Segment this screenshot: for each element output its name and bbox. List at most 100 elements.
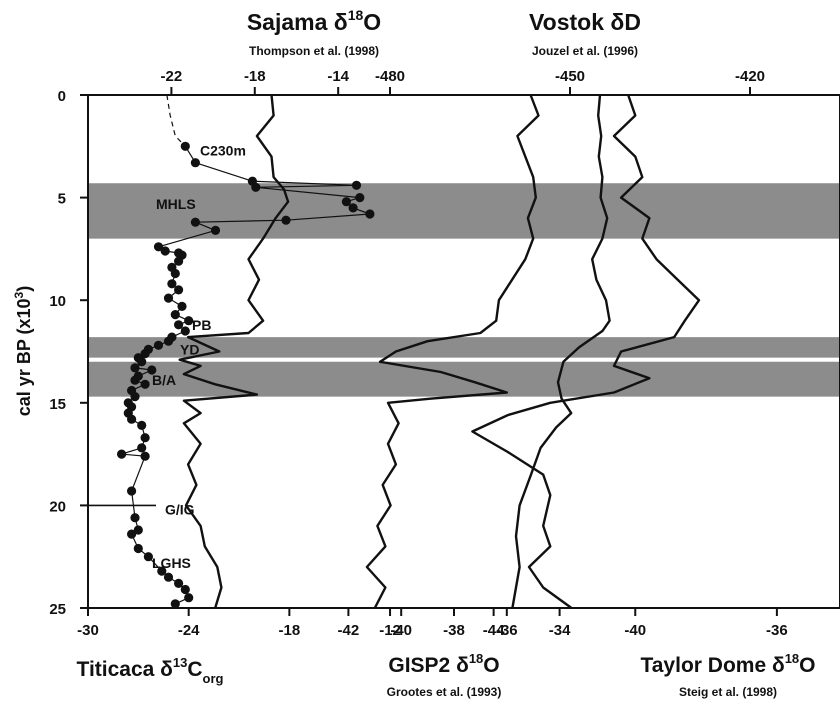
titicaca-point [170,599,180,609]
titicaca-point [348,203,358,213]
zone-labels-layer: C230m MHLS PB YDB/A G/IG LGHS [152,142,246,570]
titicaca-point [137,443,147,453]
y-tick-label: 15 [49,396,66,413]
sajama-tick-label: -22 [161,68,183,85]
taylor-citation: Steig et al. (1998) [679,685,777,699]
titicaca-tick-label: -30 [77,622,99,639]
vostok-tick-label: -480 [375,68,405,85]
titicaca-point [140,433,150,443]
titicaca-point [177,301,187,311]
sajama-line [178,94,290,609]
shaded-intervals [89,183,839,397]
series-layer [117,94,701,609]
shaded-band-0 [89,183,839,239]
zone-label: YD [180,341,199,357]
taylor-title: Taylor Dome δ18O [640,651,815,677]
titicaca-tick-label: -12 [379,622,401,639]
titicaca-point [127,414,137,424]
gisp2-citation: Grootes et al. (1993) [387,685,502,699]
gisp2-tick-label: -34 [549,622,571,639]
vostok-line [511,94,611,609]
titicaca-point [190,158,200,168]
y-axis-label: cal yr BP (x103) [12,286,34,416]
titicaca-point [180,141,190,151]
gisp2-tick-label: -38 [443,622,465,639]
y-tick-label: 20 [49,498,66,515]
titicaca-point [174,578,184,589]
titicaca-point [341,197,351,207]
gisp2-tick-label: -42 [338,622,360,639]
titicaca-point [210,225,221,235]
gisp2-tick-label: -36 [496,622,518,639]
titicaca-point [365,209,375,219]
titicaca-point [251,182,261,192]
sajama-tick-label: -18 [244,68,266,85]
titicaca-point [160,246,170,256]
titicaca-point [130,513,140,523]
titicaca-point [351,180,362,190]
taylor-tick-label: -44 [483,622,505,639]
titicaca-point [130,392,140,402]
titicaca-point [174,320,184,330]
gisp2-line [365,94,540,609]
titicaca-point [130,375,140,385]
titicaca-point [137,357,147,367]
taylor-tick-label: -36 [766,622,788,639]
titicaca-point [184,316,194,326]
titicaca-point [167,279,177,289]
plot-frame [87,94,840,609]
vostok-citation: Jouzel et al. (1996) [532,44,638,58]
titicaca-point [127,486,137,496]
titicaca-point [157,566,167,576]
titicaca-point [153,340,164,350]
vostok-tick-label: -420 [735,68,765,85]
titicaca-point [117,449,127,459]
vostok-tick-label: -450 [555,68,585,85]
titicaca-point [281,215,291,225]
titicaca-point [174,285,184,295]
titicaca-title: Titicaca δ13Corg [77,655,224,686]
zone-label: C230m [200,142,246,158]
vostok-title: Vostok δD [529,9,641,35]
titicaca-point [153,242,164,252]
sajama-tick-label: -14 [327,68,349,85]
titicaca-point [133,525,143,535]
titicaca-tick-label: -24 [178,622,200,639]
titicaca-point [140,379,150,389]
titicaca-point [163,336,174,346]
axes-layer: 0 5 10 15 20 25 -30 -24 -18 -12 -22 -18 -14 -42 -40 -38… [49,68,787,639]
sajama-title: Sajama δ18O [247,7,381,35]
titicaca-dashed-line [166,94,186,147]
titicaca-point [137,420,147,430]
titicaca-point [147,365,157,375]
titicaca-point [163,293,174,303]
zone-label: MHLS [156,196,196,212]
zone-label: B/A [152,372,176,388]
titicaca-point [180,326,190,336]
y-tick-label: 0 [58,88,66,105]
titicaca-point [180,584,190,595]
titicaca-point [163,572,174,582]
zone-label: LGHS [152,555,191,571]
gisp2-tick-label: -40 [390,622,412,639]
titicaca-point [140,349,150,359]
titicaca-point [130,363,140,373]
titicaca-point [170,310,180,320]
titicaca-point [133,543,143,554]
gisp2-title: GISP2 δ18O [388,651,499,677]
zone-label: PB [192,317,211,333]
titicaca-point [127,529,137,539]
y-tick-label: 25 [49,601,66,618]
titicaca-point [143,552,153,562]
sajama-citation: Thompson et al. (1998) [249,44,379,58]
y-tick-label: 5 [58,191,66,208]
titicaca-point [355,193,365,203]
titicaca-point [174,256,184,266]
taylor-tick-label: -40 [624,622,646,639]
titicaca-point [184,593,194,603]
titicaca-tick-label: -18 [279,622,301,639]
titicaca-point [170,268,180,279]
zone-label: G/IG [165,502,195,518]
taylor-line [471,94,701,609]
